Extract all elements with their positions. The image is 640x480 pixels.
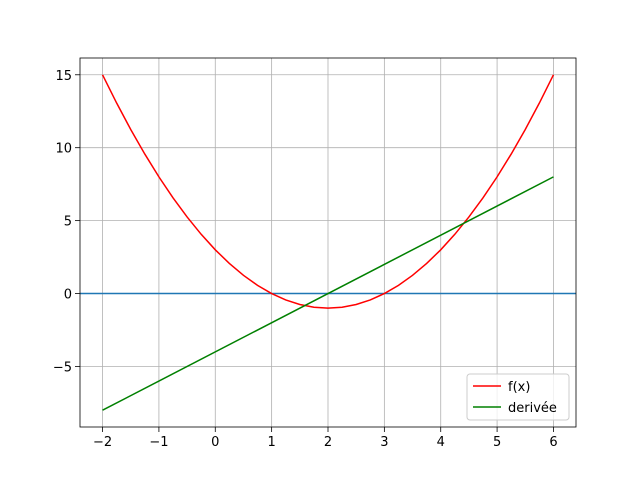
y-tick-label: 10 — [55, 142, 72, 157]
x-tick-label: 4 — [437, 435, 445, 450]
y-tick-label: 15 — [55, 69, 72, 84]
legend-label: f(x) — [508, 380, 530, 395]
y-tick-label: 5 — [64, 215, 72, 230]
axes-frame — [79, 57, 577, 428]
legend-label: derivée — [508, 401, 557, 416]
x-tick-label: 6 — [549, 435, 557, 450]
x-tick-label: 0 — [211, 435, 219, 450]
x-tick-label: 3 — [380, 435, 388, 450]
x-tick-label: 1 — [267, 435, 275, 450]
line-series — [102, 176, 554, 411]
y-tick-label: −5 — [53, 360, 72, 375]
x-tick-label: −2 — [93, 435, 112, 450]
x-tick-label: −1 — [149, 435, 168, 450]
y-tick-label: 0 — [64, 288, 72, 303]
x-tick-label: 5 — [493, 435, 501, 450]
x-tick-label: 2 — [324, 435, 332, 450]
line-series — [101, 74, 555, 309]
